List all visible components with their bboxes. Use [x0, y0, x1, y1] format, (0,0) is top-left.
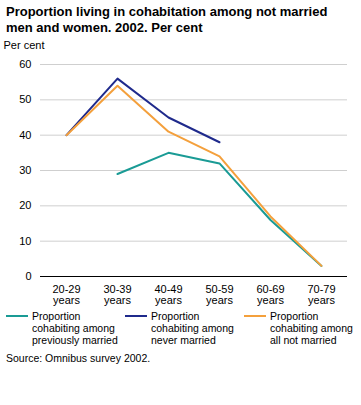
- html-text:Proportion cohabiting among ne: Proportion cohabiting among never marrie…: [151, 310, 234, 346]
- html-text:Proportion cohabiting among al: Proportion cohabiting among all not marr…: [270, 310, 353, 346]
- html-text:Proportion cohabiting among pr: Proportion cohabiting among previously m…: [32, 310, 118, 346]
- svg-text:0: 0: [25, 270, 31, 282]
- svg-text:60-69years: 60-69years: [256, 283, 284, 306]
- svg-text:20-29years: 20-29years: [52, 283, 80, 306]
- svg-text:60: 60: [19, 58, 31, 70]
- html-text:Proportion living in cohabitat: Proportion living in cohabitation among …: [6, 4, 328, 35]
- svg-text:30: 30: [19, 164, 31, 176]
- svg-text:10: 10: [19, 235, 31, 247]
- svg-text:20: 20: [19, 199, 31, 211]
- svg-text:40-49years: 40-49years: [154, 283, 182, 306]
- svg-text:40: 40: [19, 129, 31, 141]
- svg-text:50-59years: 50-59years: [205, 283, 233, 306]
- svg-text:70-79years: 70-79years: [307, 283, 335, 306]
- html-text:Source: Omnibus survey 2002.: Source: Omnibus survey 2002.: [6, 352, 151, 364]
- svg-text:50: 50: [19, 93, 31, 105]
- svg-text:Per cent: Per cent: [4, 39, 45, 51]
- svg-text:30-39years: 30-39years: [103, 283, 131, 306]
